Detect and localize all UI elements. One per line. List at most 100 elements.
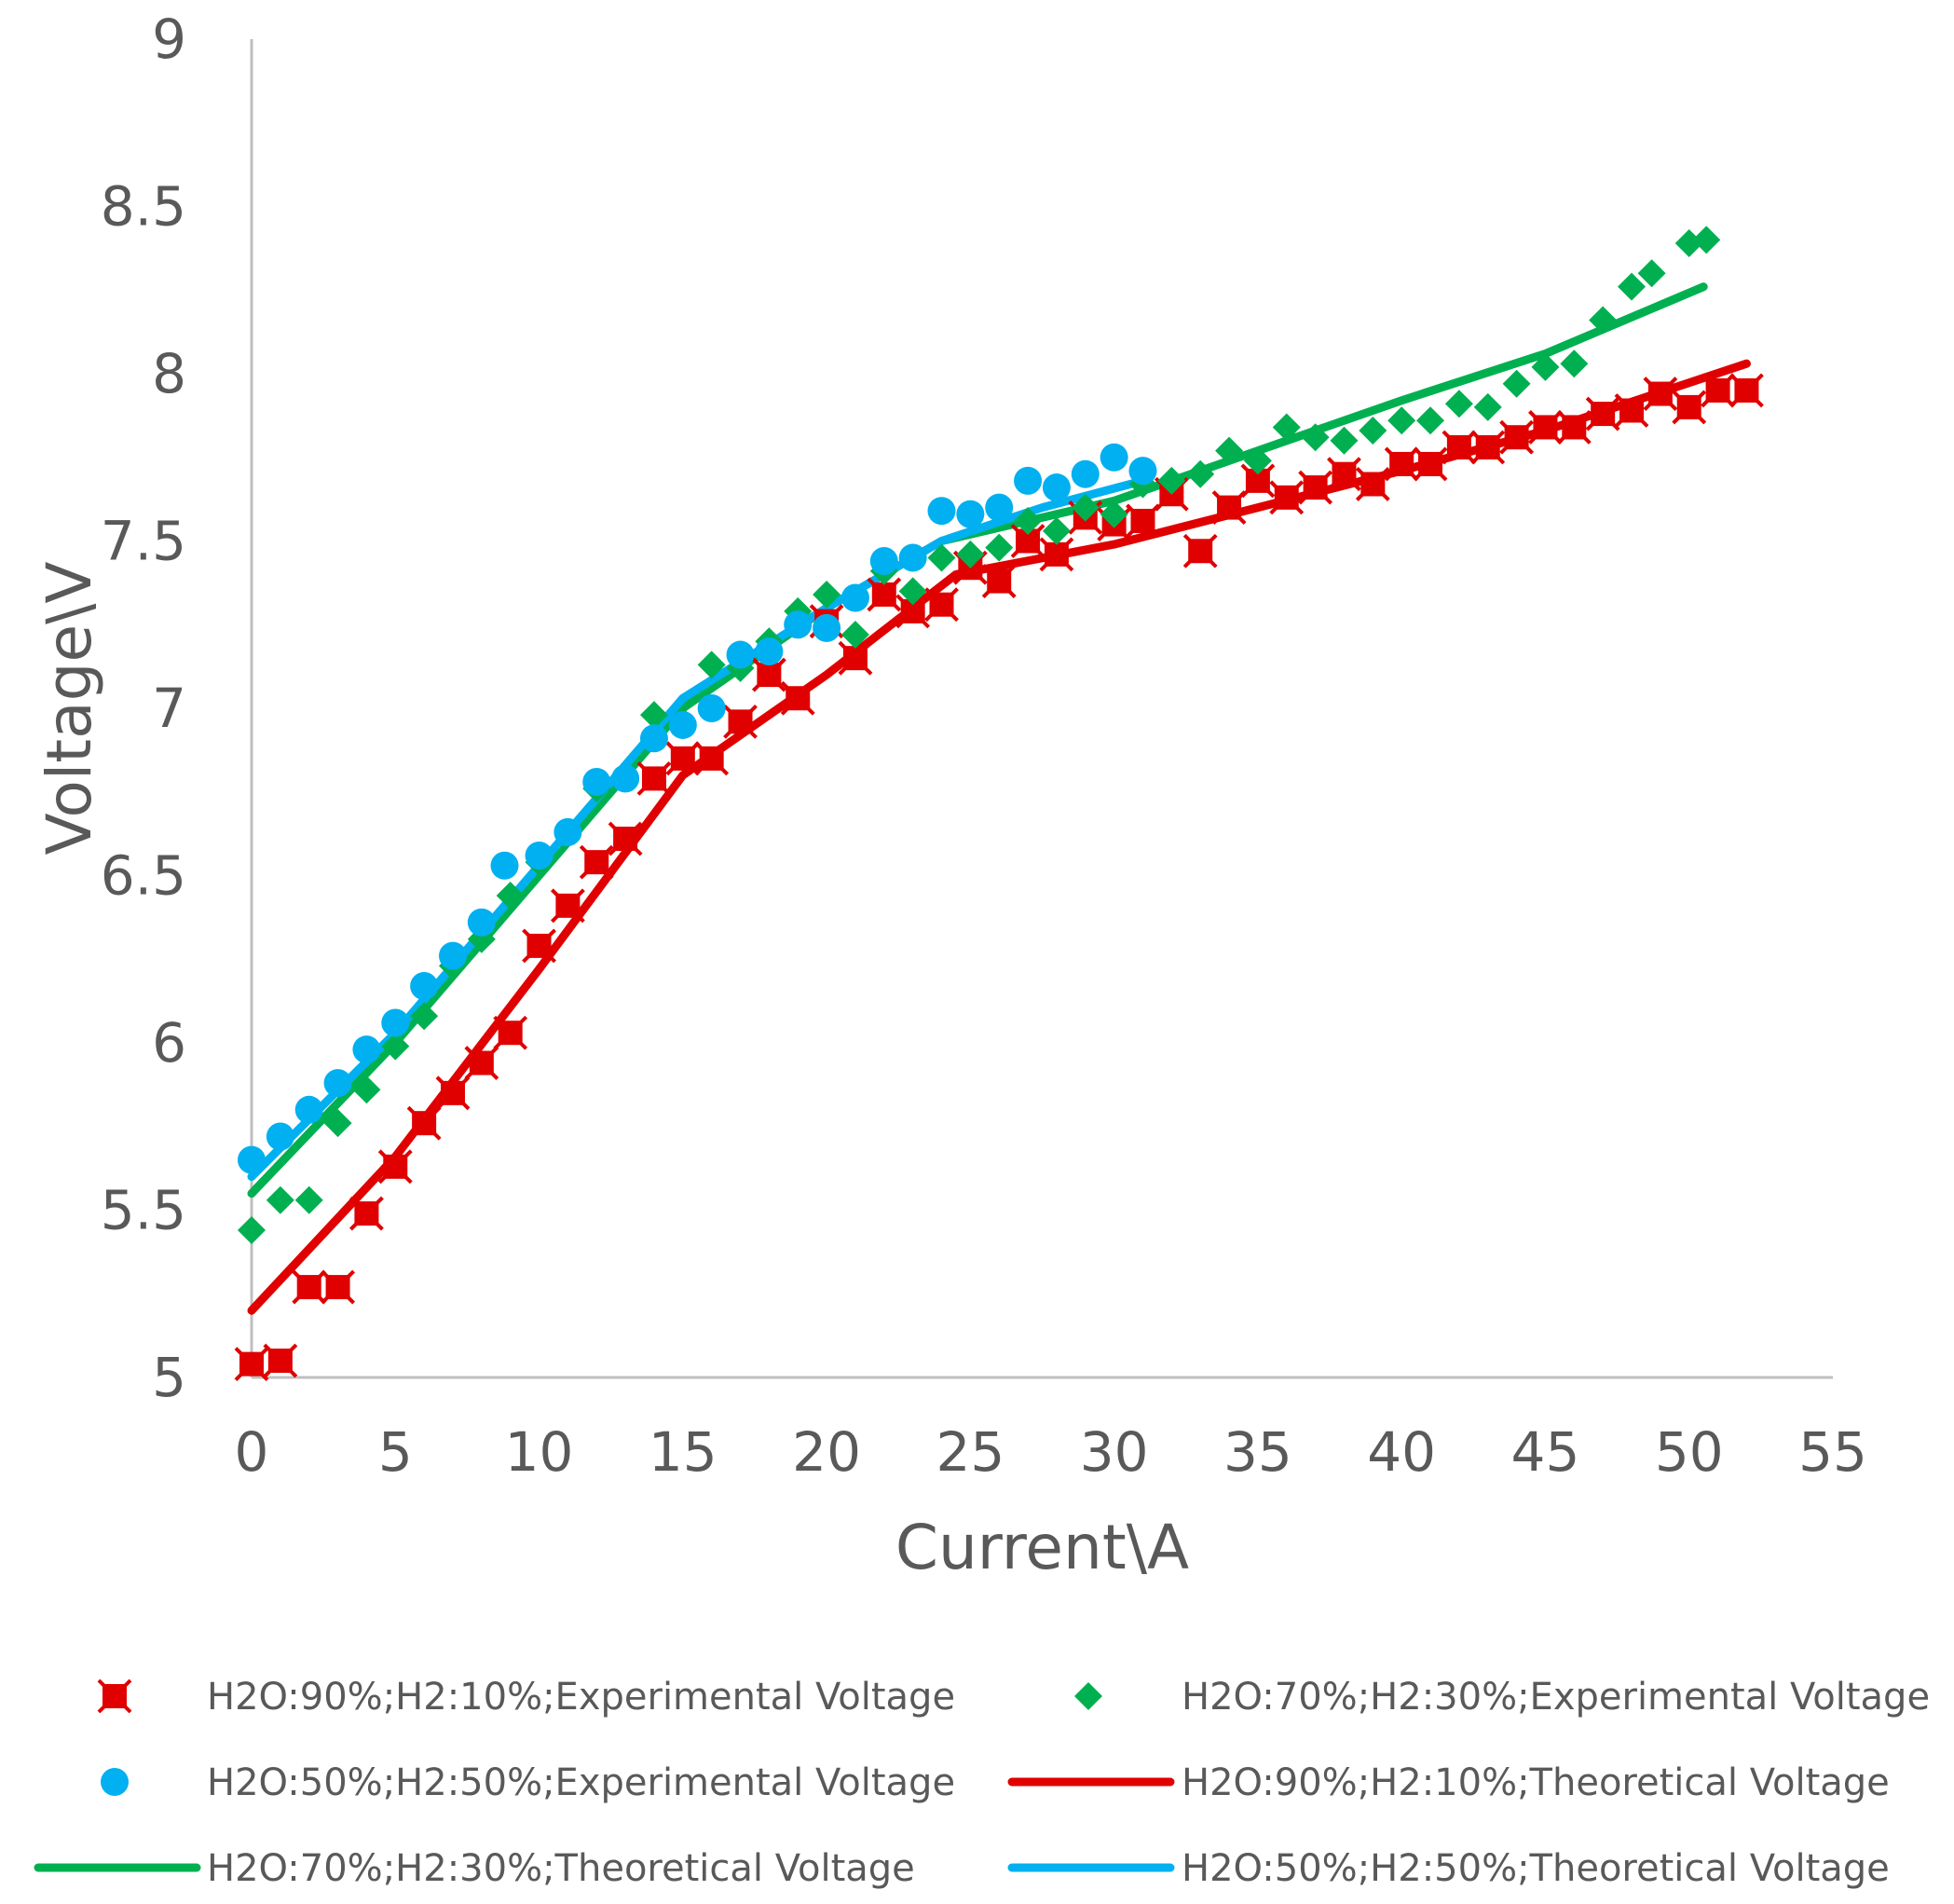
- data-point-series-1: [1272, 413, 1301, 442]
- x-tick-label: 40: [1367, 1420, 1436, 1484]
- data-point-series-1: [1157, 466, 1186, 495]
- data-point-series-2: [840, 583, 869, 612]
- data-point-series-2: [1071, 459, 1100, 488]
- data-point-series-1: [1637, 259, 1666, 288]
- legend-label: H2O:50%;H2:50%;Theoretical Voltage: [1182, 1847, 1890, 1890]
- x-tick-label: 5: [378, 1420, 413, 1484]
- legend-item: H2O:50%;H2:50%;Theoretical Voltage: [1007, 1847, 1890, 1890]
- data-point-series-0: [1556, 410, 1592, 445]
- data-point-series-2: [726, 640, 755, 669]
- data-point-series-2: [1014, 466, 1043, 495]
- data-point-series-0: [406, 1105, 442, 1141]
- data-point-series-1: [266, 1185, 294, 1214]
- x-axis-title: Current\A: [895, 1512, 1189, 1583]
- data-point-series-1: [1215, 436, 1244, 465]
- data-point-series-0: [867, 577, 902, 612]
- data-point-series-0: [1269, 480, 1305, 515]
- data-point-series-1: [1014, 506, 1043, 535]
- data-point-series-2: [1042, 473, 1071, 502]
- data-point-series-0: [522, 928, 556, 964]
- data-point-series-0: [1327, 457, 1361, 492]
- y-tick-label: 9: [152, 7, 186, 71]
- data-point-series-1: [697, 651, 726, 679]
- data-point-series-1: [813, 580, 841, 609]
- data-point-series-1: [1416, 406, 1445, 435]
- data-point-series-1: [1692, 226, 1721, 254]
- legend-label: H2O:90%;H2:10%;Experimental Voltage: [207, 1676, 955, 1719]
- y-tick-label: 5: [152, 1346, 186, 1409]
- data-point-series-0: [924, 587, 959, 623]
- x-tick-label: 45: [1511, 1420, 1580, 1484]
- legend-marker-swatch: [1074, 1682, 1102, 1710]
- data-point-series-1: [1589, 306, 1618, 335]
- data-point-series-2: [639, 724, 668, 753]
- data-point-series-2: [381, 1008, 410, 1037]
- legend-label: H2O:90%;H2:10%;Theoretical Voltage: [1182, 1761, 1890, 1804]
- data-point-series-0: [1182, 533, 1218, 568]
- data-point-series-0: [1039, 537, 1074, 572]
- data-point-series-0: [723, 704, 758, 739]
- data-point-series-0: [1585, 396, 1620, 431]
- data-point-series-2: [438, 941, 467, 970]
- data-point-series-1: [1502, 369, 1531, 398]
- y-tick-label: 6.5: [101, 844, 186, 908]
- y-tick-label: 7: [152, 677, 186, 740]
- data-point-series-1: [1100, 500, 1128, 528]
- data-point-series-2: [956, 500, 985, 528]
- data-point-series-0: [234, 1347, 269, 1382]
- data-point-series-1: [1560, 349, 1589, 378]
- legend-item: H2O:50%;H2:50%;Experimental Voltage: [101, 1761, 955, 1804]
- data-point-series-1: [1071, 493, 1100, 522]
- data-point-series-0: [1499, 419, 1535, 455]
- data-point-series-2: [1100, 443, 1128, 472]
- data-point-series-0: [321, 1269, 355, 1305]
- data-point-series-2: [266, 1122, 294, 1151]
- data-point-series-0: [1729, 373, 1764, 408]
- data-point-series-0: [349, 1196, 384, 1231]
- data-point-series-0: [1470, 430, 1506, 465]
- data-point-series-1: [927, 543, 956, 572]
- data-point-series-0: [780, 680, 815, 716]
- data-point-series-0: [838, 640, 873, 676]
- data-point-series-1: [956, 540, 985, 568]
- data-point-series-0: [550, 888, 585, 924]
- data-point-series-1: [352, 1075, 381, 1104]
- x-tick-label: 50: [1655, 1420, 1724, 1484]
- data-point-series-1: [1387, 406, 1416, 435]
- data-point-series-2: [1128, 457, 1157, 486]
- data-point-series-0: [1384, 446, 1419, 482]
- x-tick-label: 10: [505, 1420, 574, 1484]
- data-point-series-2: [927, 497, 956, 526]
- data-point-series-1: [1473, 392, 1502, 421]
- x-tick-label: 20: [792, 1420, 861, 1484]
- data-point-series-2: [410, 971, 439, 1000]
- data-point-series-1: [381, 1032, 410, 1061]
- x-tick-label: 0: [235, 1420, 269, 1484]
- legend: H2O:90%;H2:10%;Experimental Voltage H2O:7…: [34, 1676, 1930, 1890]
- data-point-series-1: [1243, 446, 1272, 475]
- x-tick-label: 30: [1080, 1420, 1149, 1484]
- data-point-series-2: [869, 547, 898, 576]
- data-point-series-2: [755, 637, 784, 665]
- x-tick-label: 55: [1798, 1420, 1867, 1484]
- chart-axes: [250, 39, 1833, 1379]
- data-point-series-0: [1442, 430, 1477, 465]
- data-point-series-1: [323, 1109, 352, 1138]
- x-tick-label: 25: [936, 1420, 1004, 1484]
- y-tick-label: 7.5: [101, 510, 186, 573]
- data-point-series-0: [1614, 393, 1649, 428]
- data-point-series-1: [410, 1002, 439, 1031]
- data-point-series-1: [1186, 459, 1215, 488]
- data-point-series-0: [665, 741, 701, 776]
- data-point-series-0: [1643, 377, 1678, 411]
- data-point-series-1: [985, 533, 1014, 562]
- data-point-series-2: [898, 543, 927, 572]
- y-tick-label: 6: [152, 1011, 186, 1075]
- data-point-series-0: [1240, 463, 1276, 499]
- data-point-series-1: [1359, 417, 1387, 445]
- data-point-series-2: [294, 1095, 323, 1124]
- y-tick-label: 8.5: [101, 175, 186, 239]
- data-point-series-0: [636, 760, 672, 796]
- data-point-series-2: [490, 851, 519, 880]
- data-point-series-2: [611, 764, 640, 793]
